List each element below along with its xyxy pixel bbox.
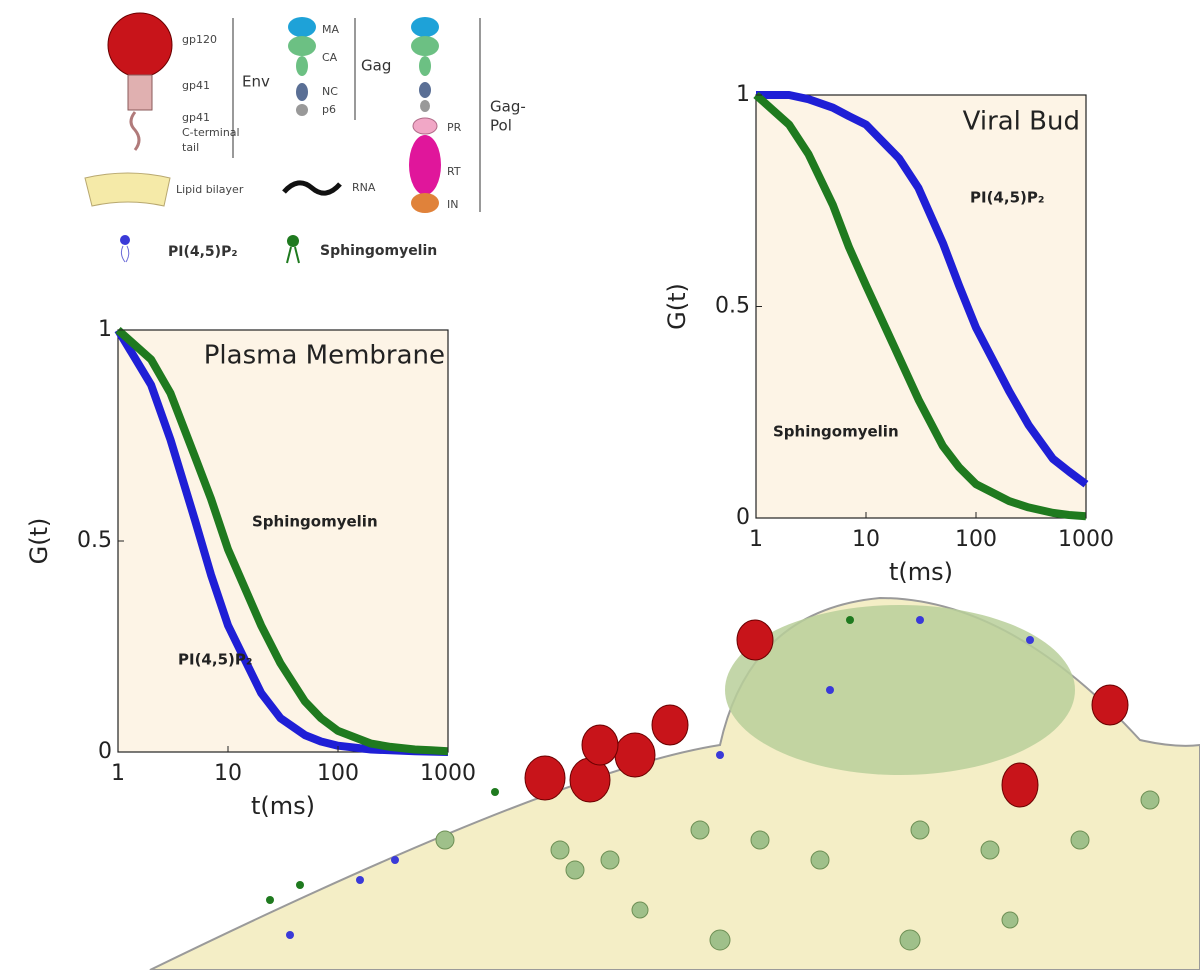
y-tick-label: 1 [736,82,750,107]
legend-label: tail [182,141,199,154]
legend-label: Lipid bilayer [176,183,244,196]
series-line [756,91,1089,488]
x-tick-label: 1000 [1058,527,1114,552]
chart-title: Plasma Membrane [204,341,445,371]
x-tick-label: 10 [852,527,880,552]
legend-label: gp120 [182,33,217,46]
legend-label: NC [322,85,338,98]
x-tick-label: 10 [214,761,242,786]
x-tick-label: 100 [317,761,359,786]
legend-label: p6 [322,103,336,116]
legend-label: Gag [361,57,391,75]
series-line [115,327,449,756]
legend-label: Pol [490,117,512,135]
y-axis-label: G(t) [25,518,53,565]
x-axis-label: t(ms) [251,792,315,820]
legend-label: MA [322,23,339,36]
legend-label: gp41 [182,111,210,124]
legend-label: IN [447,198,458,211]
y-axis-label: G(t) [663,283,691,330]
series-label: PI(4,5)P₂ [970,189,1044,207]
series-label: Sphingomyelin [773,423,899,441]
x-tick-label: 1 [749,527,763,552]
x-tick-label: 1000 [420,761,476,786]
chart: PI(4,5)P₂ Sphingomyelin 1 10 100 1000 0 0.5 1 Pla… [25,317,476,820]
series-line [753,92,1087,521]
legend-label: gp41 [182,79,210,92]
x-axis-label: t(ms) [889,558,953,586]
legend-label: Env [242,73,270,91]
series-label: PI(4,5)P₂ [178,651,252,669]
y-tick-label: 0 [736,505,750,530]
legend-label: PI(4,5)P₂ [168,244,237,260]
legend-label: Gag- [490,98,526,116]
chart: PI(4,5)P₂ Sphingomyelin 1 10 100 1000 0 0.5 1 Vir… [663,82,1114,586]
legend-label: Sphingomyelin [320,243,437,259]
x-tick-label: 1 [111,761,125,786]
plot-area [755,94,1087,519]
y-tick-label: 0.5 [715,294,750,319]
y-tick-label: 0 [98,739,112,764]
chart-title: Viral Bud [963,107,1080,137]
legend-label: RNA [352,181,376,194]
y-tick-label: 0.5 [77,528,112,553]
legend-label: RT [447,165,461,178]
series-label: Sphingomyelin [252,513,378,531]
y-tick-label: 1 [98,317,112,342]
x-tick-label: 100 [955,527,997,552]
legend-label: C-terminal [182,126,240,139]
legend-label: CA [322,51,338,64]
legend-diagram: gp120 gp41 gp41 C-terminal tail Env MA C… [84,12,526,264]
legend-label: PR [447,121,462,134]
cell-illustration [149,596,1200,970]
